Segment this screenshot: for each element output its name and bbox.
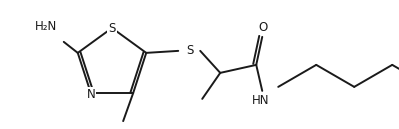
Text: S: S xyxy=(108,22,116,34)
Text: H₂N: H₂N xyxy=(35,20,57,33)
Text: O: O xyxy=(259,21,268,34)
Text: HN: HN xyxy=(251,94,269,107)
Text: N: N xyxy=(87,88,95,101)
Text: S: S xyxy=(187,44,194,57)
